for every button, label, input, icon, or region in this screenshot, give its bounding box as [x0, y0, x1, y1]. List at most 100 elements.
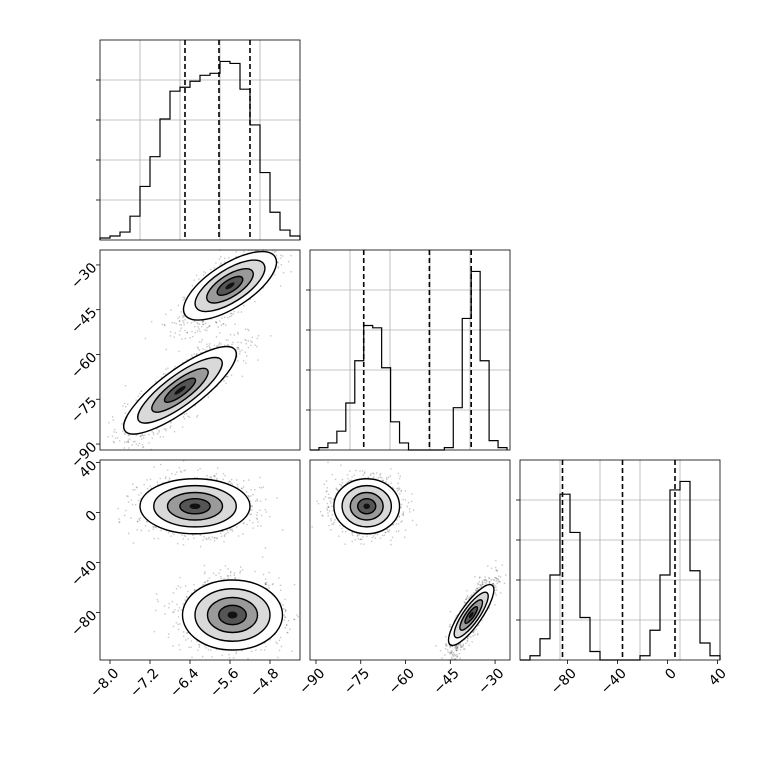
p2-vs-p1-point: [164, 325, 165, 326]
p2-vs-p1-point: [184, 297, 185, 298]
p3-vs-p1-point: [236, 526, 237, 527]
p2-vs-p1-point: [281, 264, 282, 265]
p2-vs-p1-point: [194, 353, 195, 354]
p2-vs-p1-point: [179, 316, 180, 317]
p2-vs-p1-point: [237, 333, 238, 334]
p3-vs-p1-point: [240, 566, 241, 567]
p3-vs-p1-point: [236, 479, 237, 480]
p2-vs-p1-point: [227, 317, 228, 318]
p3-vs-p1-point: [237, 484, 238, 485]
p3-vs-p1-point: [183, 470, 184, 471]
p3-vs-p1-point: [172, 601, 173, 602]
p3-vs-p1-point: [252, 494, 253, 495]
p2-vs-p1-point: [182, 426, 183, 427]
p3-vs-p1-point: [136, 486, 137, 487]
p3-vs-p1-point: [223, 578, 224, 579]
p2-vs-p1-point: [182, 320, 183, 321]
p3-vs-p1-point: [155, 527, 156, 528]
p3-vs-p1-point: [214, 540, 215, 541]
p3-vs-p1-point: [210, 649, 211, 650]
p2-vs-p1-point: [230, 334, 231, 335]
p3-vs-p1-point: [124, 515, 125, 516]
p2-vs-p1-point: [184, 319, 185, 320]
p2-vs-p1-point: [199, 349, 200, 350]
p2-vs-p1-point: [189, 417, 190, 418]
p2-vs-p1-point: [250, 345, 251, 346]
p3-vs-p1-point: [243, 480, 244, 481]
p2-vs-p1-point: [189, 337, 190, 338]
p2-vs-p1-point: [243, 360, 244, 361]
p2-vs-p1-point: [175, 332, 176, 333]
p2-vs-p1-point: [116, 432, 117, 433]
p3-vs-p1-point: [138, 500, 139, 501]
p2-vs-p1-point: [242, 376, 243, 377]
p2-vs-p1-point: [155, 381, 156, 382]
p3-vs-p1-point: [220, 533, 221, 534]
p3-vs-p1-point: [213, 573, 214, 574]
p3-vs-p1-point: [224, 534, 225, 535]
p2-vs-p1-point: [216, 336, 217, 337]
p3-vs-p1-point: [165, 476, 166, 477]
p3-vs-p1-point: [283, 608, 284, 609]
p3-vs-p1-point: [268, 587, 269, 588]
p3-vs-p1-point: [212, 536, 213, 537]
p3-vs-p1-point: [225, 533, 226, 534]
p3-vs-p1-point: [143, 484, 144, 485]
p2-vs-p1-point: [124, 447, 125, 448]
p2-vs-p1-point: [224, 261, 225, 262]
p3-vs-p1-point: [224, 536, 225, 537]
p2-vs-p1-point: [206, 346, 207, 347]
p3-vs-p1-point: [282, 529, 283, 530]
p2-vs-p1-point: [136, 399, 137, 400]
p2-vs-p1-point: [112, 416, 113, 417]
p2-vs-p1-point: [113, 441, 114, 442]
p3-vs-p1-point: [180, 587, 181, 588]
p2-vs-p1-point: [151, 321, 152, 322]
p2-vs-p1-point: [206, 327, 207, 328]
p3-vs-p1-point: [241, 487, 242, 488]
p3-vs-p1-point: [175, 474, 176, 475]
p2-vs-p1-point: [206, 330, 207, 331]
p3-vs-p1-point: [255, 649, 256, 650]
p3-vs-p1-point: [243, 522, 244, 523]
p2-vs-p1-point: [278, 267, 279, 268]
p2-vs-p1-point: [234, 324, 235, 325]
p3-vs-p1-point: [202, 584, 203, 585]
p2-vs-p1-point: [245, 362, 246, 363]
p3-vs-p1-point: [164, 613, 165, 614]
p2-vs-p1-point: [119, 440, 120, 441]
p2-vs-p1-point: [203, 274, 204, 275]
p3-vs-p1-point: [266, 511, 267, 512]
p3-vs-p1-point: [138, 494, 139, 495]
p3-vs-p1-point: [227, 568, 228, 569]
p3-vs-p1-point: [258, 521, 259, 522]
p2-vs-p1-point: [128, 441, 129, 442]
p2-vs-p1-point: [254, 301, 255, 302]
p2-vs-p1-point: [192, 285, 193, 286]
p2-vs-p1-point: [170, 425, 171, 426]
p2-vs-p1-point: [282, 255, 283, 256]
p3-vs-p1-point: [181, 534, 182, 535]
p3-vs-p1-point: [289, 629, 290, 630]
p3-vs-p1-point: [251, 514, 252, 515]
p2-vs-p1-point: [133, 441, 134, 442]
p2-vs-p1-ytick-label: −30: [68, 260, 100, 292]
p2-vs-p1-point: [255, 344, 256, 345]
p3-vs-p1-point: [176, 471, 177, 472]
p3-vs-p1-point: [208, 537, 209, 538]
p2-vs-p1-point: [246, 355, 247, 356]
p2-vs-p1-point: [234, 311, 235, 312]
p3-vs-p1-point: [174, 534, 175, 535]
p2-vs-p1-point: [224, 258, 225, 259]
p3-vs-p1-point: [228, 654, 229, 655]
p3-vs-p1-point: [191, 657, 192, 658]
p2-vs-p1-point: [179, 324, 180, 325]
p3-vs-p1-point: [177, 543, 178, 544]
p3-vs-p1-point: [197, 470, 198, 471]
p2-vs-p1-point: [140, 436, 141, 437]
p2-vs-p1-point: [204, 329, 205, 330]
p2-vs-p1-point: [280, 285, 281, 286]
p2-vs-p1-point: [134, 441, 135, 442]
p3-vs-p1-point: [230, 482, 231, 483]
